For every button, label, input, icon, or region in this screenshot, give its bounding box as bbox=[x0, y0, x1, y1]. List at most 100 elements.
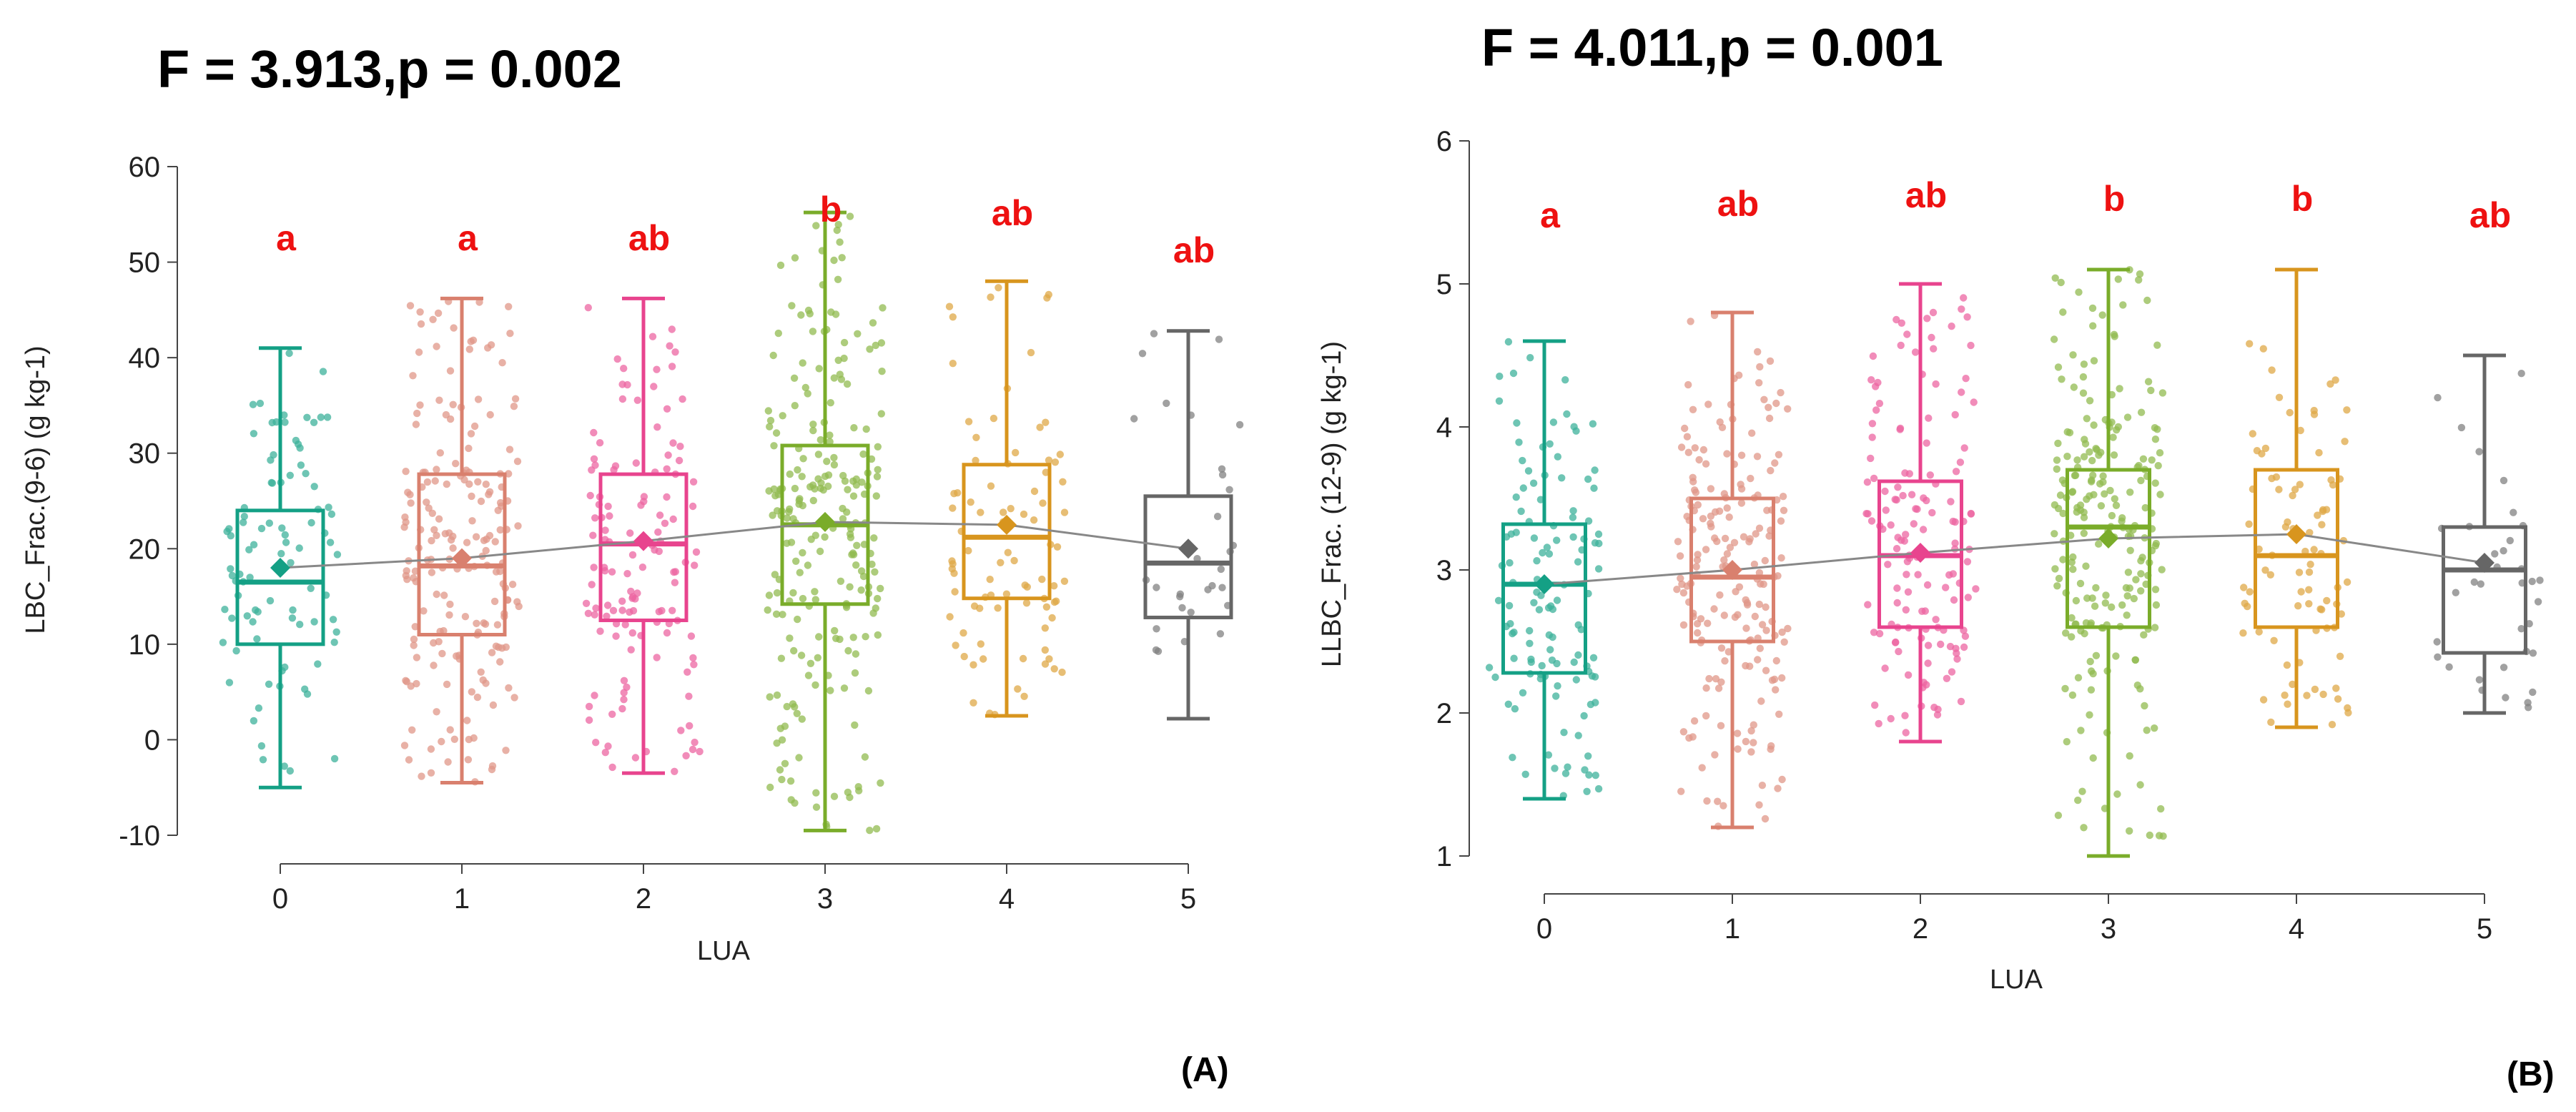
panel-a-data-point bbox=[623, 683, 631, 692]
panel-b-data-point bbox=[1762, 626, 1770, 634]
panel-b-data-point bbox=[2082, 562, 2090, 570]
panel-b-data-point bbox=[2130, 594, 2138, 603]
panel-b-x-tick-label: 2 bbox=[1913, 913, 1928, 945]
panel-b-data-point bbox=[1574, 732, 1582, 739]
panel-a-data-point bbox=[633, 396, 641, 404]
panel-a-data-point bbox=[812, 789, 820, 797]
panel-a-mean-marker bbox=[633, 531, 653, 551]
panel-a-data-point bbox=[839, 515, 847, 523]
panel-a-data-point bbox=[463, 538, 471, 546]
panel-b-data-point bbox=[1692, 488, 1700, 496]
panel-a-data-point bbox=[473, 693, 482, 702]
panel-b-data-point bbox=[1572, 427, 1580, 435]
panel-a-data-point bbox=[584, 304, 592, 312]
panel-a-data-point bbox=[686, 722, 694, 730]
panel-b-data-point bbox=[1553, 596, 1561, 604]
panel-a-data-point bbox=[1023, 583, 1032, 591]
panel-b-data-point bbox=[1754, 348, 1762, 356]
panel-a-data-point bbox=[773, 589, 781, 597]
panel-b-data-point bbox=[1549, 605, 1557, 614]
panel-b-data-point bbox=[2080, 453, 2088, 461]
panel-a-data-point bbox=[877, 779, 884, 787]
panel-b-data-point bbox=[2059, 509, 2067, 518]
panel-b-data-point bbox=[1715, 507, 1724, 515]
panel-a-significance-letter: ab bbox=[1173, 230, 1215, 270]
panel-b-data-point bbox=[1583, 787, 1591, 796]
panel-a-data-point bbox=[1176, 593, 1184, 601]
panel-a-data-point bbox=[779, 412, 786, 420]
panel-a-data-point bbox=[402, 518, 410, 526]
panel-a-data-point bbox=[423, 478, 432, 486]
panel-b-data-point bbox=[1963, 313, 1971, 321]
panel-a-y-tick-label: -10 bbox=[119, 820, 160, 852]
panel-a-data-point bbox=[474, 478, 482, 486]
panel-a-data-point bbox=[827, 308, 835, 316]
panel-b-data-point bbox=[2101, 599, 2109, 607]
panel-a-data-point bbox=[994, 604, 1002, 612]
panel-a-data-point bbox=[281, 418, 289, 426]
panel-b-data-point bbox=[2136, 685, 2144, 693]
panel-a-data-point bbox=[840, 684, 849, 692]
panel-b-data-point bbox=[1554, 682, 1561, 690]
panel-b-data-point bbox=[2341, 438, 2349, 446]
panel-b-data-point bbox=[2151, 436, 2160, 443]
panel-a-data-point bbox=[608, 568, 616, 576]
panel-b-data-point bbox=[2053, 582, 2061, 590]
panel-b-data-point bbox=[1694, 501, 1702, 509]
panel-a-data-point bbox=[505, 684, 513, 692]
panel-a-data-point bbox=[590, 455, 598, 463]
panel-a-data-point bbox=[677, 727, 685, 734]
panel-a-data-point bbox=[811, 681, 819, 689]
panel-a-data-point bbox=[254, 608, 262, 616]
panel-b-data-point bbox=[2506, 536, 2514, 545]
panel-a-data-point bbox=[859, 450, 867, 458]
panel-b-data-point bbox=[2126, 827, 2133, 835]
panel-a-data-point bbox=[301, 685, 309, 693]
panel-b-data-point bbox=[1772, 686, 1780, 694]
panel-a-data-point bbox=[1041, 646, 1050, 654]
panel-b-data-point bbox=[2079, 373, 2088, 381]
panel-a-data-point bbox=[798, 473, 806, 481]
panel-b-data-point bbox=[2153, 425, 2161, 433]
panel-b-data-point bbox=[1495, 397, 1504, 405]
panel-b-data-point bbox=[1778, 775, 1786, 784]
panel-b-data-point bbox=[2315, 448, 2323, 457]
panel-a-data-point bbox=[281, 531, 289, 539]
panel-b-data-point bbox=[1705, 674, 1713, 683]
panel-b-data-point bbox=[1702, 712, 1710, 720]
panel-b-data-point bbox=[2108, 511, 2116, 520]
panel-b-data-point bbox=[2055, 574, 2063, 583]
panel-b-data-point bbox=[1513, 419, 1521, 427]
panel-a-data-point bbox=[438, 649, 446, 658]
panel-a-data-point bbox=[960, 652, 968, 661]
panel-a-data-point bbox=[799, 548, 806, 557]
panel-a-data-point bbox=[606, 512, 613, 520]
panel-a-data-point bbox=[428, 536, 435, 545]
panel-a-data-point bbox=[656, 511, 664, 519]
panel-a-data-point bbox=[1045, 655, 1053, 663]
panel-a-data-point bbox=[834, 356, 842, 364]
panel-a-data-point bbox=[1235, 420, 1244, 429]
panel-a-data-point bbox=[445, 611, 453, 619]
panel-a-data-point bbox=[436, 449, 444, 457]
panel-a-data-point bbox=[664, 451, 672, 459]
panel-a-data-point bbox=[804, 390, 811, 398]
panel-a-data-point bbox=[638, 564, 647, 571]
panel-b-data-point bbox=[1594, 565, 1603, 573]
panel-a-data-point bbox=[333, 551, 342, 559]
panel-b-data-point bbox=[2318, 521, 2326, 528]
panel-b-data-point bbox=[2328, 721, 2336, 729]
panel-b-data-point bbox=[1758, 782, 1767, 789]
panel-b-data-point bbox=[1928, 333, 1935, 342]
panel-b-data-point bbox=[2077, 727, 2085, 734]
panel-b-data-point bbox=[1734, 745, 1742, 753]
panel-b-data-point bbox=[1517, 507, 1525, 516]
panel-a-data-point bbox=[1225, 486, 1233, 493]
panel-b-data-point bbox=[1581, 766, 1589, 774]
panel-b-data-point bbox=[1902, 531, 1910, 538]
panel-a-data-point bbox=[433, 590, 440, 599]
panel-b-data-point bbox=[1898, 536, 1905, 544]
panel-a-data-point bbox=[228, 571, 237, 580]
panel-b-data-point bbox=[2089, 754, 2097, 762]
panel-a-data-point bbox=[846, 212, 854, 220]
